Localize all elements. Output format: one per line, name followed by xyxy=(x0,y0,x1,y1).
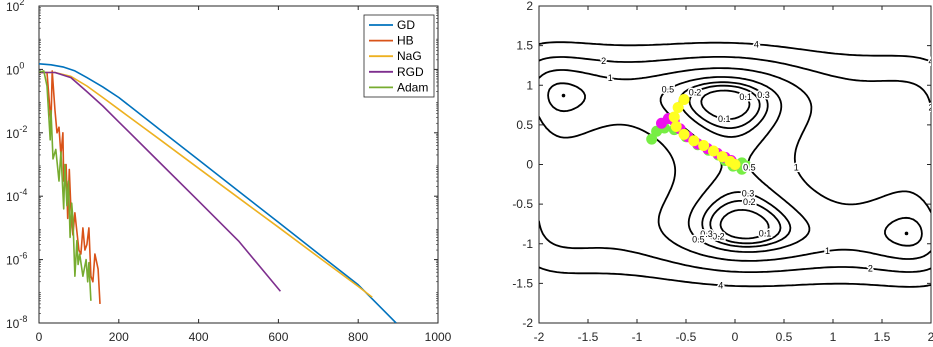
contour-label: 2 xyxy=(928,103,933,113)
contour-chart: 0.10.10.10.20.20.20.30.30.30.50.50.51112… xyxy=(512,0,933,344)
x-tick-label: -1 xyxy=(632,330,643,344)
contour-label: 4 xyxy=(718,280,723,290)
y-tick-label: 10-2 xyxy=(6,124,27,141)
x-tick-label: 0 xyxy=(36,330,43,344)
y-tick-label: 100 xyxy=(6,60,24,77)
legend-label-rgd: RGD xyxy=(397,65,424,79)
minimum-marker xyxy=(561,93,566,98)
contour-label: 2 xyxy=(601,56,606,66)
trajectory-point xyxy=(707,145,719,157)
legend-label-adam: Adam xyxy=(397,80,428,94)
contour-level-2 xyxy=(539,56,931,273)
x-tick-label: 800 xyxy=(348,330,368,344)
series-line-nag xyxy=(39,71,373,298)
y-tick-label: -0.5 xyxy=(512,197,533,211)
trajectory-point xyxy=(729,159,741,171)
contour-label: 4 xyxy=(754,39,759,49)
x-tick-label: -0.5 xyxy=(676,330,697,344)
minimum-marker xyxy=(904,231,909,236)
y-tick-label: 0.5 xyxy=(516,118,533,132)
x-tick-label: 1.5 xyxy=(874,330,891,344)
x-tick-label: 0 xyxy=(732,330,739,344)
y-tick-label: -1 xyxy=(522,237,533,251)
x-tick-label: -1.5 xyxy=(578,330,599,344)
contour-label: 0.5 xyxy=(743,162,756,172)
y-tick-label: 1 xyxy=(526,78,533,92)
contour-label: 0.1 xyxy=(739,92,752,102)
x-tick-label: 200 xyxy=(109,330,129,344)
trajectory-point xyxy=(672,101,684,113)
contour-label: 0.3 xyxy=(742,188,755,198)
trajectory-point xyxy=(678,94,690,106)
y-tick-label: 10-4 xyxy=(6,187,27,204)
contour-label: 0.3 xyxy=(757,90,770,100)
contour-level-0.5 xyxy=(547,76,923,253)
legend-label-nag: NaG xyxy=(397,49,422,63)
contour-label: 0.2 xyxy=(743,197,756,207)
contour-label: 1 xyxy=(794,162,799,172)
trajectory-point xyxy=(646,133,658,145)
y-tick-label: 2 xyxy=(526,0,533,13)
contour-label: 2 xyxy=(868,264,873,274)
legend-box xyxy=(363,14,435,98)
y-tick-label: -2 xyxy=(522,316,533,330)
contour-label: 0.5 xyxy=(692,234,705,244)
contour-label: 0.1 xyxy=(718,114,731,124)
contour-label: 0.2 xyxy=(689,87,702,97)
trajectory-point xyxy=(688,135,700,147)
y-tick-label: 0 xyxy=(526,158,533,172)
series-line-hb xyxy=(39,70,101,304)
x-tick-label: 2 xyxy=(928,330,933,344)
y-tick-label: -1.5 xyxy=(512,276,533,290)
x-tick-label: 1000 xyxy=(425,330,452,344)
contour-label: 0.1 xyxy=(759,229,772,239)
contour-label: 1 xyxy=(825,246,830,256)
convergence-chart: 0 200 400 600 800 100010210010-210-410-610-8 … xyxy=(6,0,452,344)
contour-level-1 xyxy=(539,67,931,262)
contour-label: 0.2 xyxy=(712,232,725,242)
x-tick-label: 600 xyxy=(268,330,288,344)
y-tick-label: 102 xyxy=(6,0,24,14)
trajectory-point xyxy=(670,120,682,132)
series-line-gd xyxy=(39,63,397,323)
contour-label: 4 xyxy=(928,57,933,67)
x-tick-label: -2 xyxy=(534,330,545,344)
trajectory-point xyxy=(678,128,690,140)
legend-label-gd: GD xyxy=(397,18,415,32)
contour-label: 0.3 xyxy=(700,229,713,239)
legend-label-hb: HB xyxy=(397,34,414,48)
x-tick-label: 400 xyxy=(189,330,209,344)
series-line-rgd xyxy=(39,71,282,292)
contour-level-0.1 xyxy=(700,89,770,240)
contour-label: 0.5 xyxy=(662,85,675,95)
y-tick-label: 10-8 xyxy=(6,314,27,331)
contour-level-0.2 xyxy=(688,84,782,245)
series-line-adam xyxy=(39,70,92,301)
contour-label: 1 xyxy=(608,73,613,83)
y-tick-label: 1.5 xyxy=(516,39,533,53)
y-tick-label: 10-6 xyxy=(6,251,27,268)
trajectory-point xyxy=(668,111,680,123)
x-tick-label: 1 xyxy=(830,330,837,344)
trajectory-point xyxy=(698,139,710,151)
x-tick-label: 0.5 xyxy=(776,330,793,344)
contour-level-4 xyxy=(539,41,931,288)
